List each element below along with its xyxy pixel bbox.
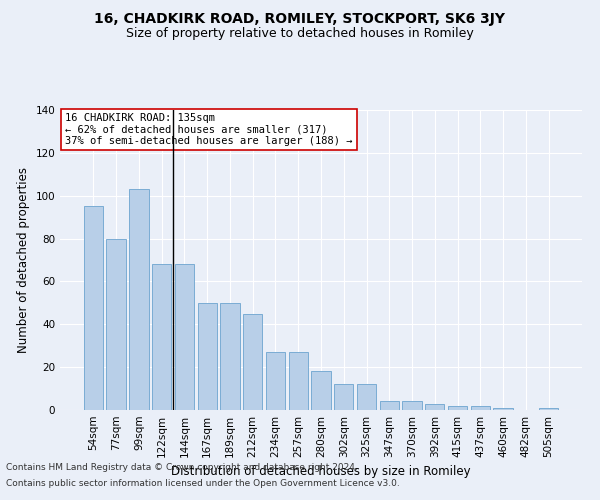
Bar bbox=[357, 384, 376, 410]
Text: 16 CHADKIRK ROAD: 135sqm
← 62% of detached houses are smaller (317)
37% of semi-: 16 CHADKIRK ROAD: 135sqm ← 62% of detach… bbox=[65, 113, 353, 146]
Bar bbox=[175, 264, 194, 410]
Bar bbox=[84, 206, 103, 410]
Bar bbox=[493, 408, 513, 410]
Text: Contains HM Land Registry data © Crown copyright and database right 2024.: Contains HM Land Registry data © Crown c… bbox=[6, 464, 358, 472]
Text: 16, CHADKIRK ROAD, ROMILEY, STOCKPORT, SK6 3JY: 16, CHADKIRK ROAD, ROMILEY, STOCKPORT, S… bbox=[95, 12, 505, 26]
Bar bbox=[425, 404, 445, 410]
Bar bbox=[152, 264, 172, 410]
Text: Contains public sector information licensed under the Open Government Licence v3: Contains public sector information licen… bbox=[6, 478, 400, 488]
Text: Size of property relative to detached houses in Romiley: Size of property relative to detached ho… bbox=[126, 28, 474, 40]
Bar bbox=[197, 303, 217, 410]
Bar bbox=[266, 352, 285, 410]
Bar bbox=[243, 314, 262, 410]
Bar bbox=[220, 303, 239, 410]
Bar bbox=[129, 190, 149, 410]
Bar bbox=[334, 384, 353, 410]
Y-axis label: Number of detached properties: Number of detached properties bbox=[17, 167, 30, 353]
Bar bbox=[106, 238, 126, 410]
Bar bbox=[448, 406, 467, 410]
Bar bbox=[470, 406, 490, 410]
Bar bbox=[289, 352, 308, 410]
Bar bbox=[311, 372, 331, 410]
Bar bbox=[539, 408, 558, 410]
Bar bbox=[380, 402, 399, 410]
Bar bbox=[403, 402, 422, 410]
X-axis label: Distribution of detached houses by size in Romiley: Distribution of detached houses by size … bbox=[171, 466, 471, 478]
